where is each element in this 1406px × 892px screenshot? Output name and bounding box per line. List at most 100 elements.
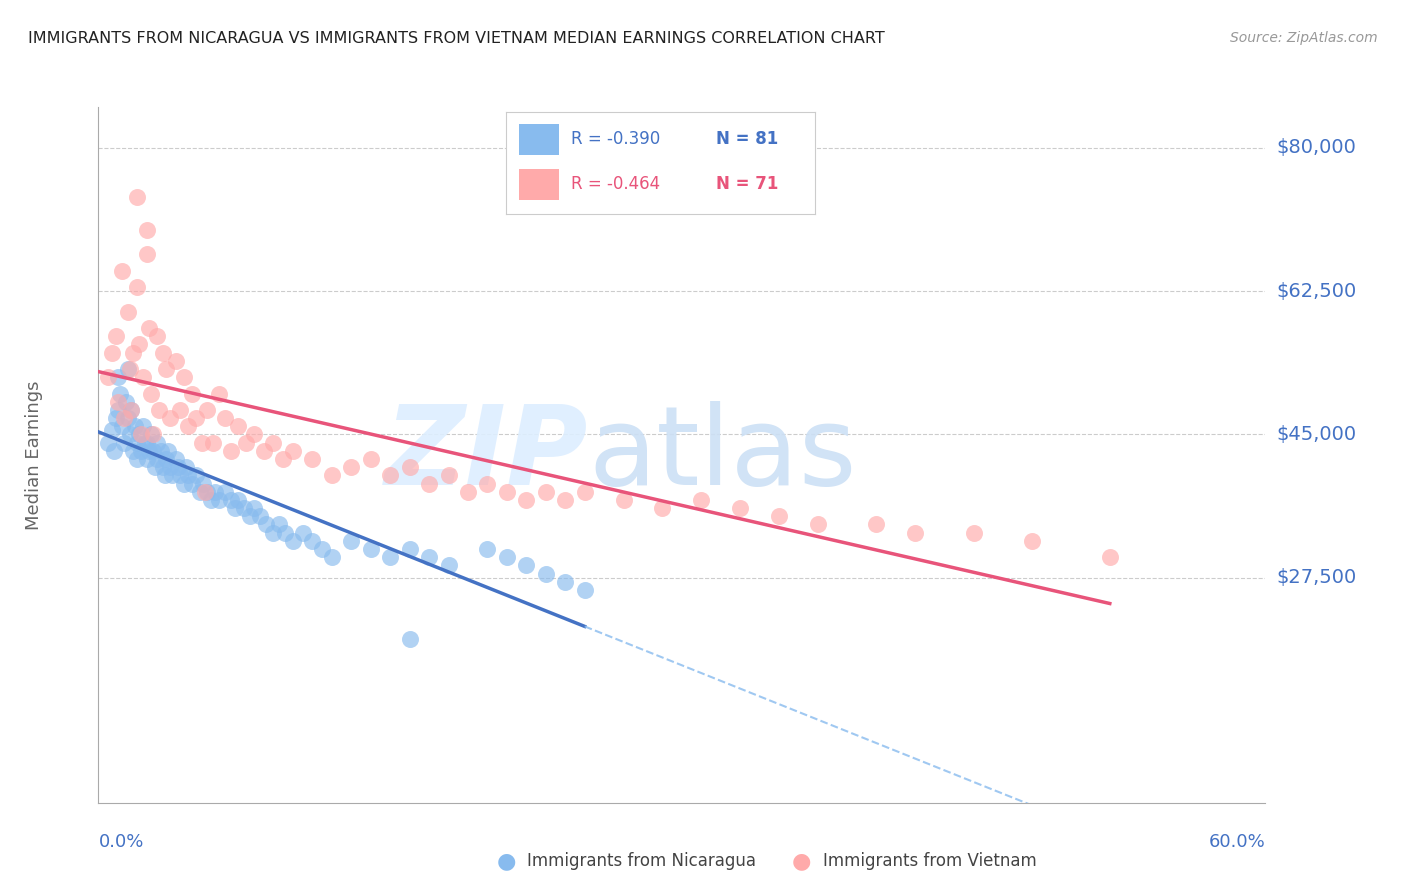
Point [139, 427, 162, 442]
Point [117, 411, 139, 425]
Point [515, 558, 537, 573]
Point [136, 435, 159, 450]
Bar [519, 124, 558, 154]
Point [495, 550, 517, 565]
Point [177, 419, 200, 434]
Point [904, 525, 927, 540]
Point [128, 337, 150, 351]
Point [398, 632, 420, 646]
Point [574, 582, 596, 597]
Point [190, 435, 212, 450]
Point [301, 533, 323, 548]
Point [477, 476, 499, 491]
Text: R = -0.464: R = -0.464 [571, 176, 661, 194]
Point [117, 304, 139, 318]
Point [554, 492, 576, 507]
Point [118, 427, 141, 442]
Point [111, 264, 134, 278]
Point [138, 321, 160, 335]
Point [768, 509, 790, 524]
Point [121, 403, 143, 417]
Point [378, 550, 402, 565]
Point [194, 484, 217, 499]
Point [128, 427, 150, 442]
Point [291, 525, 314, 540]
Point [262, 435, 284, 450]
Point [112, 411, 135, 425]
Point [807, 517, 830, 532]
Point [117, 362, 139, 376]
Point [103, 443, 125, 458]
Point [311, 542, 333, 557]
Point [193, 476, 215, 491]
Point [146, 329, 169, 343]
Point [228, 419, 250, 434]
Point [228, 492, 250, 507]
Point [155, 362, 177, 376]
Point [149, 443, 172, 458]
Point [180, 386, 202, 401]
Text: 0.0%: 0.0% [98, 833, 143, 851]
Text: $27,500: $27,500 [1277, 568, 1357, 587]
Text: N = 81: N = 81 [717, 130, 779, 148]
Point [1021, 533, 1043, 548]
Point [174, 460, 197, 475]
Point [153, 468, 176, 483]
Point [239, 509, 262, 524]
Point [477, 542, 499, 557]
Point [418, 476, 440, 491]
Point [690, 492, 713, 507]
Point [219, 492, 242, 507]
Point [101, 345, 124, 359]
Point [224, 501, 246, 516]
Point [249, 509, 271, 524]
Point [437, 558, 460, 573]
Point [114, 394, 136, 409]
Point [281, 533, 304, 548]
Point [281, 443, 304, 458]
Point [730, 501, 752, 516]
Text: $80,000: $80,000 [1277, 138, 1357, 158]
Point [107, 394, 129, 409]
Point [132, 419, 155, 434]
Point [112, 435, 135, 450]
Point [118, 362, 141, 376]
Point [121, 403, 143, 417]
Point [127, 280, 149, 294]
Point [139, 386, 162, 401]
Point [132, 370, 155, 384]
Point [142, 443, 165, 458]
Point [515, 492, 537, 507]
Point [122, 345, 145, 359]
Point [554, 574, 576, 589]
Point [127, 435, 149, 450]
Point [378, 468, 402, 483]
Point [262, 525, 284, 540]
Point [124, 419, 146, 434]
Point [138, 443, 160, 458]
Point [143, 460, 166, 475]
Point [188, 484, 211, 499]
Point [165, 353, 187, 368]
Bar [519, 169, 558, 200]
Text: $45,000: $45,000 [1277, 425, 1357, 444]
Point [148, 403, 170, 417]
Point [398, 542, 420, 557]
Point [97, 435, 120, 450]
Point [360, 452, 382, 467]
Point [574, 484, 596, 499]
Point [159, 460, 181, 475]
Point [129, 443, 152, 458]
Point [271, 452, 294, 467]
Point [136, 247, 159, 261]
Text: 60.0%: 60.0% [1209, 833, 1265, 851]
Point [167, 460, 190, 475]
Point [233, 501, 256, 516]
Point [169, 403, 191, 417]
Text: Median Earnings: Median Earnings [25, 380, 44, 530]
Text: R = -0.390: R = -0.390 [571, 130, 661, 148]
Point [1098, 550, 1121, 565]
Point [152, 345, 174, 359]
Point [962, 525, 984, 540]
Point [204, 484, 226, 499]
